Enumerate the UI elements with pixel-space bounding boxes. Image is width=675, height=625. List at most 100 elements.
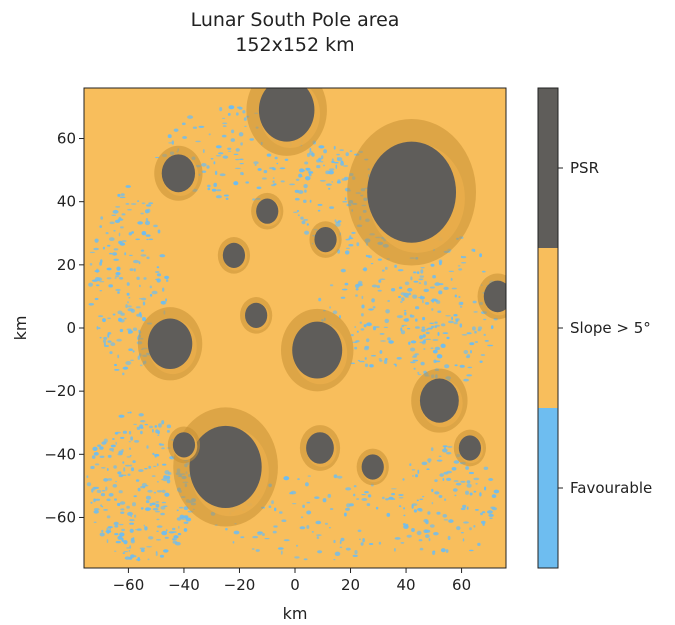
- favourable-patch: [369, 255, 372, 259]
- favourable-patch: [207, 184, 211, 188]
- favourable-patch: [311, 152, 315, 157]
- favourable-patch: [109, 221, 115, 225]
- crater-floor: [458, 435, 482, 461]
- x-tick-label: −40: [168, 576, 200, 594]
- favourable-patch: [297, 478, 300, 481]
- favourable-patch: [134, 555, 137, 558]
- favourable-patch: [434, 360, 441, 363]
- favourable-patch: [359, 321, 362, 324]
- favourable-patch: [128, 348, 133, 352]
- favourable-patch: [119, 277, 124, 280]
- psr-crater: [240, 297, 273, 334]
- favourable-patch: [100, 504, 102, 507]
- favourable-patch: [124, 366, 128, 369]
- favourable-patch: [274, 507, 277, 512]
- favourable-patch: [329, 306, 331, 309]
- favourable-patch: [335, 222, 341, 227]
- favourable-patch: [484, 486, 487, 491]
- chart-subtitle: 152x152 km: [235, 34, 354, 56]
- favourable-patch: [161, 501, 167, 504]
- favourable-patch: [436, 459, 443, 462]
- favourable-patch: [146, 546, 153, 548]
- favourable-patch: [456, 526, 461, 531]
- favourable-patch: [86, 475, 89, 479]
- favourable-patch: [113, 258, 120, 261]
- favourable-patch: [133, 495, 137, 498]
- favourable-patch: [309, 174, 312, 177]
- favourable-patch: [357, 359, 360, 362]
- favourable-patch: [177, 532, 182, 536]
- favourable-patch: [219, 173, 226, 177]
- favourable-patch: [396, 315, 403, 319]
- favourable-patch: [334, 219, 337, 223]
- psr-crater: [299, 425, 341, 471]
- favourable-patch: [141, 202, 146, 205]
- favourable-patch: [309, 147, 312, 152]
- favourable-patch: [130, 515, 132, 517]
- favourable-patch: [460, 532, 464, 534]
- colorbar-label: Slope > 5°: [570, 319, 651, 337]
- favourable-patch: [227, 150, 232, 152]
- favourable-patch: [146, 238, 149, 241]
- favourable-patch: [130, 203, 137, 205]
- favourable-patch: [155, 271, 160, 273]
- favourable-patch: [148, 536, 154, 540]
- crater-floor: [483, 280, 506, 313]
- favourable-patch: [296, 210, 300, 212]
- favourable-patch: [368, 543, 374, 545]
- favourable-patch: [134, 440, 140, 443]
- favourable-patch: [413, 367, 416, 370]
- crater-floor: [256, 198, 279, 224]
- favourable-patch: [232, 541, 235, 544]
- favourable-patch: [300, 175, 303, 177]
- favourable-patch: [280, 180, 285, 183]
- favourable-patch: [114, 550, 117, 552]
- favourable-patch: [115, 275, 120, 278]
- favourable-patch: [419, 335, 424, 340]
- favourable-patch: [183, 521, 189, 524]
- favourable-patch: [251, 548, 255, 550]
- favourable-patch: [488, 513, 494, 517]
- favourable-patch: [140, 485, 146, 489]
- favourable-patch: [238, 132, 244, 137]
- favourable-patch: [213, 161, 216, 165]
- favourable-patch: [91, 279, 98, 282]
- favourable-patch: [448, 270, 454, 272]
- favourable-patch: [255, 549, 260, 552]
- favourable-patch: [439, 473, 445, 477]
- favourable-patch: [99, 281, 105, 283]
- x-tick-label: 40: [397, 576, 416, 594]
- psr-crater: [167, 426, 201, 464]
- favourable-patch: [317, 203, 323, 206]
- favourable-patch: [316, 536, 319, 540]
- favourable-patch: [153, 491, 157, 494]
- favourable-patch: [100, 216, 104, 220]
- favourable-patch: [120, 508, 125, 511]
- favourable-patch: [336, 180, 341, 184]
- favourable-patch: [336, 153, 340, 156]
- favourable-patch: [473, 490, 477, 493]
- favourable-patch: [159, 554, 165, 558]
- favourable-patch: [222, 122, 228, 125]
- favourable-patch: [439, 261, 442, 266]
- favourable-patch: [147, 208, 151, 213]
- favourable-patch: [243, 117, 247, 121]
- crater-floor: [245, 302, 268, 328]
- favourable-patch: [99, 455, 105, 458]
- psr-crater: [347, 118, 477, 266]
- favourable-patch: [340, 161, 344, 166]
- favourable-patch: [155, 552, 158, 556]
- favourable-patch: [432, 298, 435, 301]
- favourable-patch: [244, 125, 247, 127]
- colorbar-segment: [538, 88, 558, 248]
- favourable-patch: [414, 353, 419, 356]
- favourable-patch: [173, 128, 179, 132]
- favourable-patch: [431, 502, 434, 505]
- favourable-patch: [387, 337, 391, 341]
- favourable-patch: [94, 238, 99, 243]
- favourable-patch: [421, 326, 425, 329]
- favourable-patch: [316, 534, 322, 536]
- favourable-patch: [95, 284, 100, 287]
- favourable-patch: [416, 271, 420, 274]
- favourable-patch: [105, 486, 108, 491]
